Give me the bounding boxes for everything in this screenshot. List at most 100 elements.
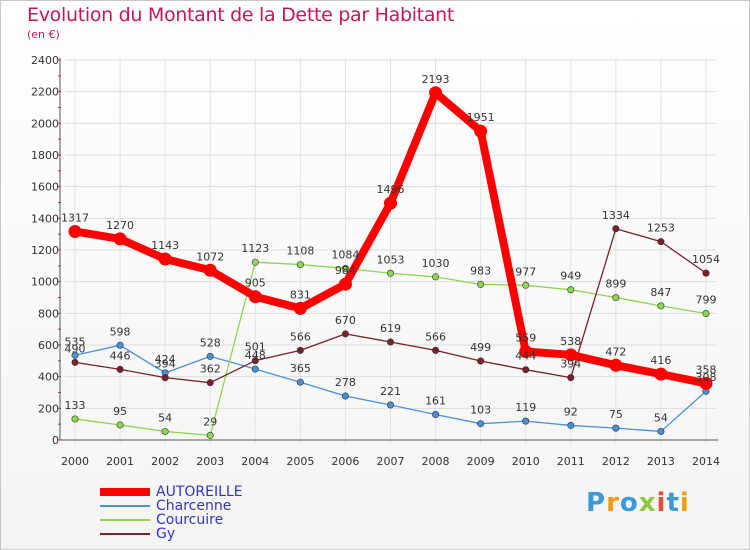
- data-point-autoreille: [68, 224, 82, 238]
- data-label-charcenne: 103: [470, 404, 491, 417]
- data-point-gy: [296, 346, 304, 354]
- data-point-gy: [702, 269, 710, 277]
- legend-swatch: [100, 488, 150, 496]
- data-label-courcuire: 899: [605, 278, 626, 291]
- data-point-charcenne: [296, 378, 304, 386]
- y-tick-label: 2200: [31, 86, 59, 99]
- data-label-courcuire: 977: [515, 265, 536, 278]
- data-label-charcenne: 528: [200, 336, 221, 349]
- chart-title: Evolution du Montant de la Dette par Hab…: [27, 4, 455, 26]
- data-point-charcenne: [522, 417, 530, 425]
- data-label-courcuire: 1084: [331, 248, 359, 261]
- data-label-gy: 566: [425, 330, 446, 343]
- data-point-charcenne: [116, 341, 124, 349]
- data-point-autoreille: [384, 196, 397, 210]
- x-tick-label: 2003: [196, 455, 224, 468]
- data-point-courcuire: [251, 258, 259, 266]
- data-label-gy: 394: [155, 358, 176, 371]
- data-point-autoreille: [293, 301, 307, 315]
- x-tick-label: 2001: [106, 455, 134, 468]
- data-label-courcuire: 983: [470, 264, 491, 277]
- data-label-courcuire: 847: [650, 286, 671, 299]
- data-point-gy: [71, 358, 79, 366]
- data-point-courcuire: [612, 294, 620, 302]
- data-point-gy: [432, 346, 440, 354]
- data-point-autoreille: [248, 290, 262, 304]
- x-tick-label: 2006: [331, 455, 359, 468]
- data-label-charcenne: 448: [245, 349, 266, 362]
- data-label-charcenne: 535: [65, 335, 86, 348]
- data-label-autoreille: 559: [515, 331, 536, 344]
- data-point-gy: [386, 338, 394, 346]
- legend-swatch: [100, 505, 150, 507]
- data-point-courcuire: [522, 281, 530, 289]
- data-point-courcuire: [206, 431, 214, 439]
- x-tick-label: 2007: [377, 455, 405, 468]
- data-point-gy: [206, 379, 214, 387]
- data-point-gy: [477, 357, 485, 365]
- data-label-autoreille: 472: [605, 345, 626, 358]
- data-label-courcuire: 133: [65, 399, 86, 412]
- data-point-charcenne: [657, 427, 665, 435]
- data-point-autoreille: [519, 344, 533, 358]
- y-tick-label: 200: [38, 402, 59, 415]
- legend-label: Gy: [156, 526, 176, 542]
- data-label-gy: 501: [245, 341, 266, 354]
- x-tick-label: 2014: [692, 455, 720, 468]
- data-point-courcuire: [116, 421, 124, 429]
- x-tick-label: 2008: [422, 455, 450, 468]
- data-point-autoreille: [113, 232, 127, 246]
- legend-label: Courcuire: [156, 512, 224, 528]
- data-point-autoreille: [203, 263, 217, 277]
- data-point-autoreille: [474, 124, 488, 138]
- data-label-autoreille: 1143: [151, 239, 179, 252]
- data-point-courcuire: [161, 427, 169, 435]
- x-tick-label: 2000: [61, 455, 89, 468]
- data-point-charcenne: [567, 421, 575, 429]
- x-tick-label: 2011: [557, 455, 585, 468]
- data-label-gy: 446: [110, 349, 131, 362]
- data-label-autoreille: 1496: [377, 183, 405, 196]
- data-point-charcenne: [386, 401, 394, 409]
- data-point-autoreille: [338, 277, 352, 291]
- x-tick-label: 2009: [467, 455, 495, 468]
- data-point-charcenne: [71, 351, 79, 359]
- y-tick-label: 1200: [31, 244, 59, 257]
- data-point-courcuire: [567, 286, 575, 294]
- y-tick-label: 0: [52, 434, 59, 447]
- x-tick-label: 2012: [602, 455, 630, 468]
- data-point-courcuire: [432, 273, 440, 281]
- data-point-autoreille: [654, 367, 668, 381]
- data-point-gy: [567, 374, 575, 382]
- data-point-courcuire: [71, 415, 79, 423]
- data-label-courcuire: 29: [203, 415, 217, 428]
- data-point-autoreille: [564, 348, 578, 362]
- data-point-courcuire: [296, 261, 304, 269]
- logo-letter: i: [656, 488, 667, 518]
- data-label-autoreille: 1951: [467, 111, 495, 124]
- logo-letter: x: [638, 488, 657, 518]
- y-tick-label: 2400: [31, 54, 59, 67]
- x-tick-label: 2010: [512, 455, 540, 468]
- data-label-autoreille: 905: [245, 277, 266, 290]
- data-point-courcuire: [341, 264, 349, 272]
- data-label-charcenne: 424: [155, 353, 176, 366]
- data-label-gy: 394: [560, 358, 581, 371]
- data-point-charcenne: [477, 420, 485, 428]
- data-point-charcenne: [206, 352, 214, 360]
- data-label-charcenne: 278: [335, 376, 356, 389]
- data-label-charcenne: 54: [654, 411, 668, 424]
- data-label-gy: 1054: [692, 253, 720, 266]
- data-label-gy: 1253: [647, 222, 675, 235]
- data-point-autoreille: [699, 376, 713, 390]
- data-label-courcuire: 1053: [377, 253, 405, 266]
- data-label-charcenne: 75: [609, 408, 623, 421]
- y-tick-label: 1400: [31, 212, 59, 225]
- logo-letter: o: [619, 488, 639, 518]
- data-point-charcenne: [432, 411, 440, 419]
- logo-letter: P: [586, 488, 607, 518]
- data-label-charcenne: 598: [110, 325, 131, 338]
- data-label-courcuire: 1108: [286, 245, 314, 258]
- data-label-gy: 1334: [602, 209, 630, 222]
